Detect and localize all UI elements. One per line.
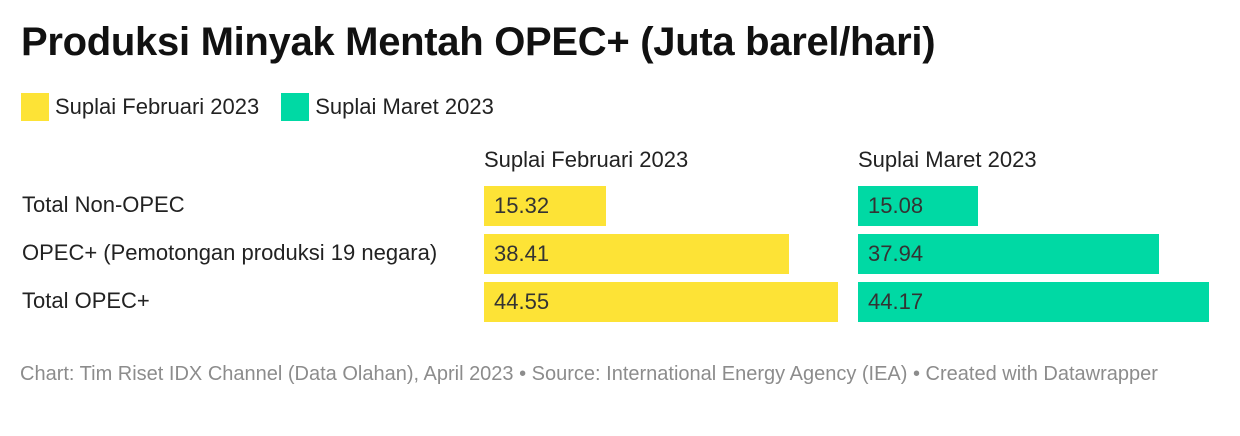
legend-item-mar: Suplai Maret 2023	[281, 93, 494, 121]
bar-value-label: 38.41	[494, 241, 550, 266]
bar	[484, 234, 789, 274]
bar	[484, 186, 606, 226]
column-header-mar: Suplai Maret 2023	[858, 147, 1037, 172]
chart-footer: Chart: Tim Riset IDX Channel (Data Olaha…	[20, 363, 1158, 385]
bar-value-label: 15.08	[868, 193, 924, 218]
bar-value-label: 44.17	[868, 289, 924, 314]
bar	[484, 282, 838, 322]
bar-value-label: 44.55	[494, 289, 550, 314]
row-label: OPEC+ (Pemotongan produksi 19 negara)	[22, 240, 438, 265]
legend-swatch-mar	[281, 93, 310, 121]
bar	[858, 234, 1159, 274]
bar-value-label: 15.32	[494, 193, 550, 218]
row-label: Total Non-OPEC	[22, 192, 185, 217]
bar-value-label: 37.94	[868, 241, 924, 266]
legend: Suplai Februari 2023 Suplai Maret 2023	[21, 92, 516, 122]
column-header-feb: Suplai Februari 2023	[484, 147, 689, 172]
row-label: Total OPEC+	[22, 288, 150, 313]
legend-item-feb: Suplai Februari 2023	[21, 93, 259, 121]
legend-label-feb: Suplai Februari 2023	[55, 94, 260, 119]
bar	[858, 186, 978, 226]
legend-label-mar: Suplai Maret 2023	[315, 94, 494, 119]
bar	[858, 282, 1209, 322]
legend-swatch-feb	[21, 93, 49, 121]
chart-title: Produksi Minyak Mentah OPEC+ (Juta barel…	[21, 20, 936, 64]
